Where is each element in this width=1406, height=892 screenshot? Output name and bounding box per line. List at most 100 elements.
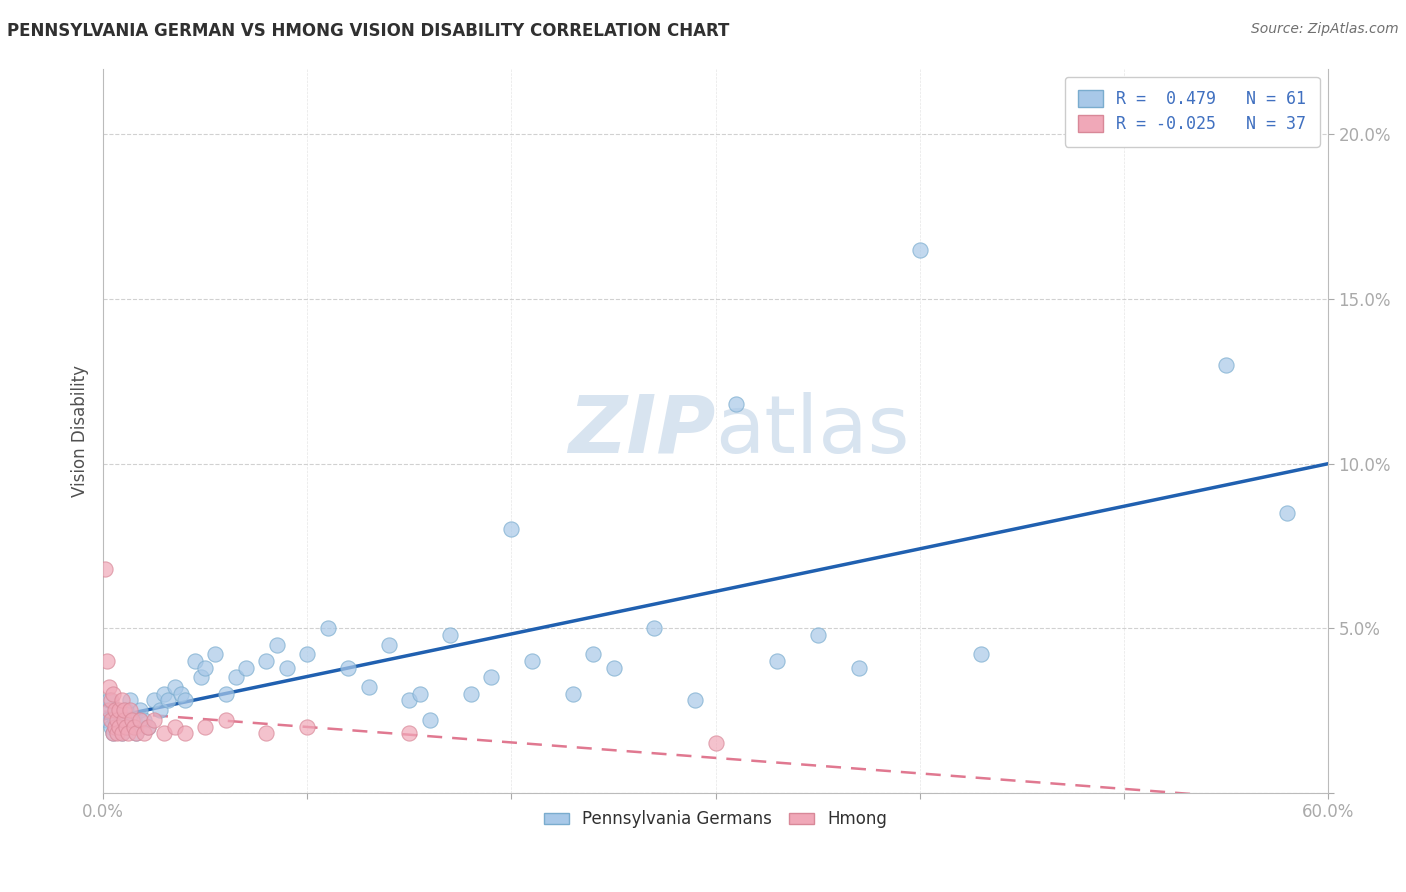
Point	[157, 693, 180, 707]
Point	[143, 713, 166, 727]
Point	[103, 687, 125, 701]
Point	[643, 621, 665, 635]
Point	[112, 713, 135, 727]
Point	[970, 648, 993, 662]
Point	[153, 726, 176, 740]
Point	[766, 654, 789, 668]
Point	[163, 681, 186, 695]
Point	[110, 693, 132, 707]
Point	[724, 397, 747, 411]
Point	[184, 654, 207, 668]
Point	[110, 726, 132, 740]
Point	[107, 713, 129, 727]
Text: ZIP: ZIP	[568, 392, 716, 469]
Legend: Pennsylvania Germans, Hmong: Pennsylvania Germans, Hmong	[537, 804, 894, 835]
Point	[98, 681, 121, 695]
Point	[153, 687, 176, 701]
Point	[173, 726, 195, 740]
Point	[103, 726, 125, 740]
Point	[602, 660, 624, 674]
Point	[214, 713, 236, 727]
Point	[100, 713, 122, 727]
Point	[848, 660, 870, 674]
Point	[108, 720, 131, 734]
Point	[337, 660, 360, 674]
Point	[266, 638, 288, 652]
Point	[100, 720, 122, 734]
Point	[96, 654, 118, 668]
Point	[128, 713, 150, 727]
Point	[143, 693, 166, 707]
Point	[460, 687, 482, 701]
Point	[125, 726, 148, 740]
Point	[194, 660, 217, 674]
Point	[582, 648, 605, 662]
Point	[378, 638, 401, 652]
Point	[108, 703, 131, 717]
Point	[398, 693, 420, 707]
Y-axis label: Vision Disability: Vision Disability	[72, 365, 89, 497]
Point	[136, 720, 159, 734]
Point	[100, 693, 122, 707]
Text: Source: ZipAtlas.com: Source: ZipAtlas.com	[1251, 22, 1399, 37]
Point	[110, 726, 132, 740]
Point	[117, 726, 139, 740]
Point	[114, 720, 136, 734]
Point	[561, 687, 583, 701]
Point	[520, 654, 543, 668]
Point	[908, 243, 931, 257]
Point	[118, 703, 141, 717]
Text: atlas: atlas	[716, 392, 910, 469]
Point	[1277, 506, 1299, 520]
Point	[104, 713, 127, 727]
Point	[122, 720, 145, 734]
Point	[276, 660, 298, 674]
Point	[112, 713, 135, 727]
Point	[118, 693, 141, 707]
Point	[125, 726, 148, 740]
Point	[122, 713, 145, 727]
Point	[103, 726, 125, 740]
Point	[132, 713, 155, 727]
Point	[114, 703, 136, 717]
Point	[398, 726, 420, 740]
Point	[297, 720, 319, 734]
Point	[316, 621, 339, 635]
Point	[704, 736, 727, 750]
Point	[1215, 358, 1237, 372]
Point	[194, 720, 217, 734]
Point	[439, 628, 461, 642]
Point	[173, 693, 195, 707]
Point	[104, 703, 127, 717]
Point	[256, 726, 278, 740]
Point	[163, 720, 186, 734]
Point	[683, 693, 706, 707]
Point	[214, 687, 236, 701]
Point	[121, 713, 143, 727]
Point	[107, 703, 129, 717]
Point	[357, 681, 380, 695]
Point	[190, 670, 212, 684]
Point	[96, 713, 118, 727]
Point	[297, 648, 319, 662]
Point	[104, 720, 127, 734]
Point	[117, 720, 139, 734]
Text: PENNSYLVANIA GERMAN VS HMONG VISION DISABILITY CORRELATION CHART: PENNSYLVANIA GERMAN VS HMONG VISION DISA…	[7, 22, 730, 40]
Point	[94, 703, 117, 717]
Point	[204, 648, 226, 662]
Point	[136, 720, 159, 734]
Point	[128, 703, 150, 717]
Point	[235, 660, 257, 674]
Point	[419, 713, 441, 727]
Point	[94, 562, 117, 576]
Point	[108, 720, 131, 734]
Point	[807, 628, 830, 642]
Point	[408, 687, 430, 701]
Point	[170, 687, 193, 701]
Point	[479, 670, 502, 684]
Point	[149, 703, 172, 717]
Point	[107, 726, 129, 740]
Point	[98, 693, 121, 707]
Point	[256, 654, 278, 668]
Point	[225, 670, 247, 684]
